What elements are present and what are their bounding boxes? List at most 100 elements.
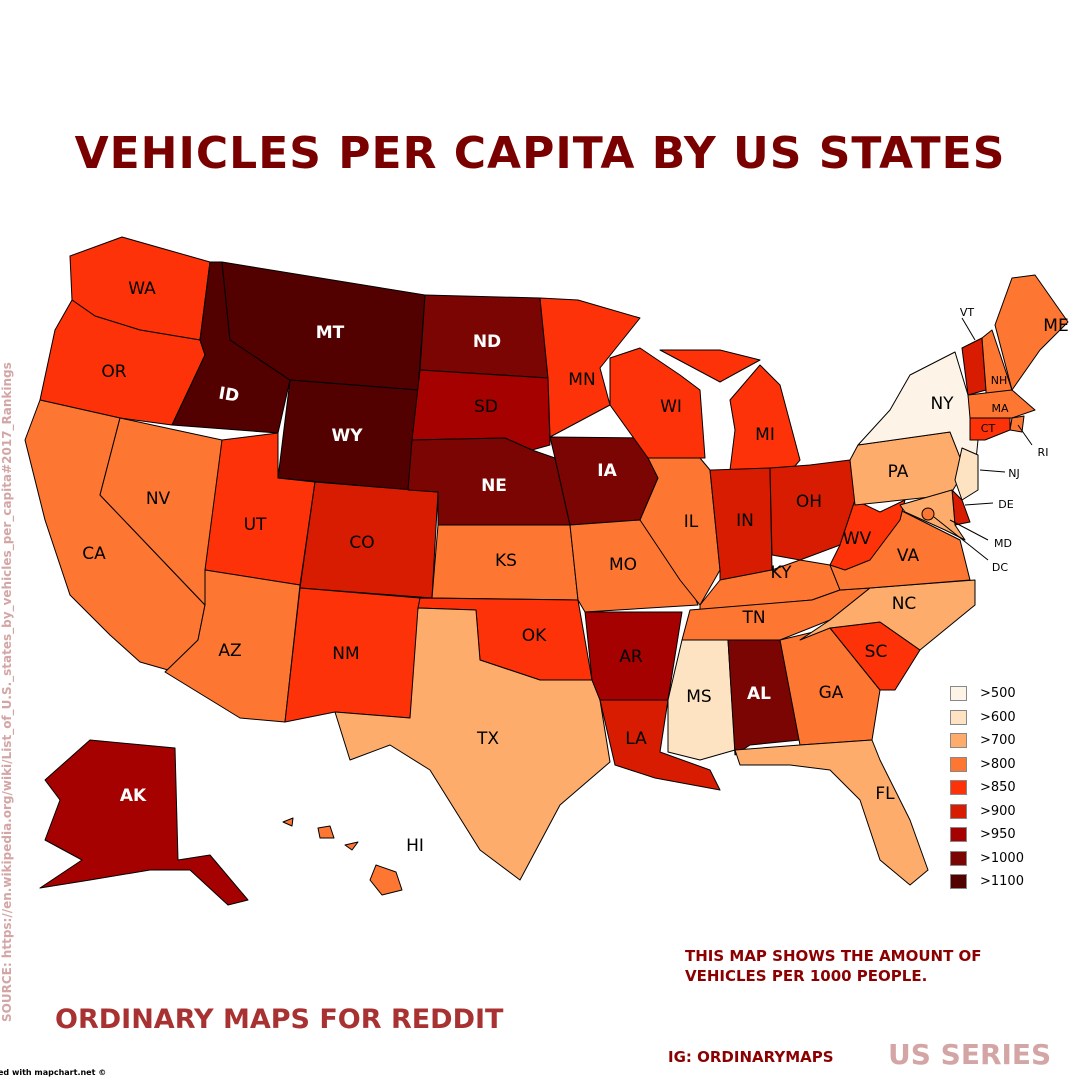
legend-swatch	[950, 803, 967, 819]
source-citation: SOURCE: https://en.wikipedia.org/wiki/Li…	[0, 362, 14, 1022]
state-label-UT: UT	[244, 515, 267, 535]
mapchart-credit: ed with mapchart.net ©	[0, 1068, 107, 1077]
legend-item: >1000	[950, 847, 1024, 871]
state-label-MI: MI	[755, 425, 775, 445]
state-HI	[282, 817, 403, 896]
state-label-IN: IN	[736, 511, 754, 531]
map-description-note: THIS MAP SHOWS THE AMOUNT OF VEHICLES PE…	[685, 947, 982, 985]
state-label-ME: ME	[1043, 316, 1068, 336]
state-label-IA: IA	[597, 461, 617, 481]
state-label-VA: VA	[897, 546, 920, 566]
legend-item: >700	[950, 729, 1024, 753]
legend-item: >950	[950, 823, 1024, 847]
state-label-FL: FL	[875, 784, 895, 804]
state-MA	[967, 389, 1036, 419]
state-label-ND: ND	[473, 332, 501, 352]
state-label-TX: TX	[476, 729, 499, 749]
state-label-NV: NV	[146, 489, 171, 509]
credit-text: ORDINARY MAPS FOR REDDIT	[55, 1004, 504, 1035]
state-label-DC: DC	[992, 561, 1008, 574]
state-label-OH: OH	[796, 492, 822, 512]
state-AK	[39, 739, 249, 906]
legend-label: >700	[980, 733, 1016, 749]
state-LA	[599, 699, 721, 791]
state-label-AK: AK	[120, 786, 147, 806]
state-label-RI: RI	[1038, 446, 1049, 459]
state-label-WI: WI	[660, 397, 682, 417]
state-label-AR: AR	[619, 647, 643, 667]
state-label-GA: GA	[819, 683, 844, 703]
legend-item: >600	[950, 706, 1024, 730]
state-label-CT: CT	[981, 422, 996, 435]
state-label-leaders	[933, 317, 1033, 561]
state-AL	[727, 639, 801, 756]
state-label-ID: ID	[217, 383, 241, 406]
state-label-WY: WY	[331, 426, 363, 446]
state-label-SD: SD	[474, 397, 498, 417]
map-legend: >500 >600 >700 >800 >850 >900 >950 >1000 >1100	[950, 682, 1024, 894]
state-label-IL: IL	[684, 512, 699, 532]
legend-swatch	[950, 709, 967, 725]
legend-swatch	[950, 780, 967, 796]
state-label-MD: MD	[994, 537, 1012, 550]
state-label-MT: MT	[316, 323, 345, 343]
state-NC	[799, 579, 976, 651]
legend-item: >850	[950, 776, 1024, 800]
state-CT	[969, 417, 1011, 441]
state-label-VT: VT	[960, 306, 975, 319]
state-label-MN: MN	[568, 370, 595, 390]
state-RI	[1009, 415, 1025, 433]
map-title: VEHICLES PER CAPITA BY US STATES	[74, 128, 1006, 179]
state-FL	[734, 739, 929, 886]
legend-label: >850	[980, 780, 1016, 796]
state-label-KS: KS	[495, 551, 517, 571]
state-label-OK: OK	[522, 626, 547, 646]
legend-item: >800	[950, 753, 1024, 777]
state-label-WV: WV	[843, 529, 872, 549]
legend-item: >1100	[950, 870, 1024, 894]
instagram-handle: IG: ORDINARYMAPS	[668, 1048, 834, 1066]
legend-label: >800	[980, 756, 1016, 772]
state-label-CA: CA	[82, 544, 106, 564]
state-MN	[539, 297, 641, 438]
state-label-MA: MA	[991, 402, 1008, 415]
legend-swatch	[950, 827, 967, 843]
state-label-NJ: NJ	[1008, 467, 1019, 480]
series-label: US SERIES	[888, 1038, 1052, 1071]
state-label-TN: TN	[741, 608, 765, 628]
state-NJ	[954, 447, 979, 501]
legend-swatch	[950, 686, 967, 702]
state-label-AZ: AZ	[218, 641, 241, 661]
legend-label: >600	[980, 709, 1016, 725]
legend-label: >1100	[980, 874, 1024, 890]
state-labels: WA OR CA NV ID MT WY UT AZ CO NM ND SD N…	[82, 279, 1068, 856]
legend-swatch	[950, 874, 967, 890]
legend-swatch	[950, 850, 967, 866]
state-label-MO: MO	[609, 555, 637, 575]
legend-item: >900	[950, 800, 1024, 824]
state-label-NY: NY	[930, 394, 954, 414]
state-label-NM: NM	[332, 644, 359, 664]
state-label-OR: OR	[101, 362, 126, 382]
state-WI	[609, 347, 706, 459]
state-label-HI: HI	[406, 836, 424, 856]
legend-swatch	[950, 733, 967, 749]
legend-swatch	[950, 756, 967, 772]
state-label-NH: NH	[991, 374, 1008, 387]
state-label-CO: CO	[349, 533, 374, 553]
legend-label: >1000	[980, 850, 1024, 866]
state-label-KY: KY	[771, 563, 793, 583]
state-label-DE: DE	[998, 498, 1013, 511]
legend-item: >500	[950, 682, 1024, 706]
state-label-NC: NC	[892, 594, 917, 614]
legend-label: >950	[980, 827, 1016, 843]
state-label-WA: WA	[128, 279, 156, 299]
state-DC	[921, 507, 935, 521]
state-label-NE: NE	[481, 476, 507, 496]
state-label-SC: SC	[865, 642, 888, 662]
state-label-PA: PA	[888, 462, 909, 482]
state-label-AL: AL	[747, 684, 771, 704]
legend-label: >500	[980, 686, 1016, 702]
state-label-MS: MS	[686, 687, 711, 707]
